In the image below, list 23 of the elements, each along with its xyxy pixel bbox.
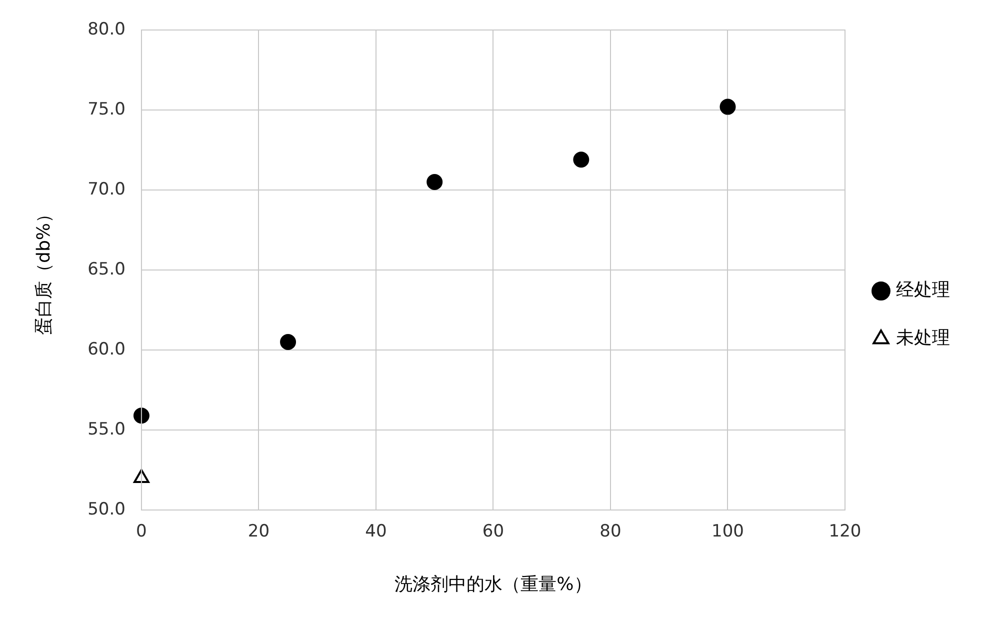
x-tick-label: 20 [248, 522, 270, 542]
x-tick-label: 100 [712, 522, 744, 542]
point [280, 334, 296, 350]
x-tick-label: 120 [828, 522, 862, 542]
legend-label: 未处理 [896, 328, 950, 349]
x-tick-label: 40 [365, 522, 387, 542]
y-tick-label: 55.0 [88, 419, 126, 440]
x-tick-label: 80 [600, 522, 622, 542]
y-tick-label: 60.0 [88, 339, 126, 360]
x-tick-label: 0 [136, 522, 147, 542]
y-tick-label: 65.0 [88, 259, 126, 280]
point [133, 408, 150, 424]
y-axis-title: 蛋白质（db%） [33, 205, 54, 335]
x-axis-title: 洗涤剂中的水（重量%） [394, 574, 592, 595]
point [426, 174, 443, 190]
y-tick-label: 50.0 [88, 499, 126, 520]
legend-label: 经处理 [896, 280, 950, 301]
y-tick-label: 75.0 [88, 99, 126, 120]
point [720, 98, 736, 115]
x-tick-label: 60 [482, 522, 504, 542]
point [573, 152, 590, 168]
y-tick-label: 80.0 [88, 19, 126, 40]
y-tick-label: 70.0 [88, 179, 126, 200]
